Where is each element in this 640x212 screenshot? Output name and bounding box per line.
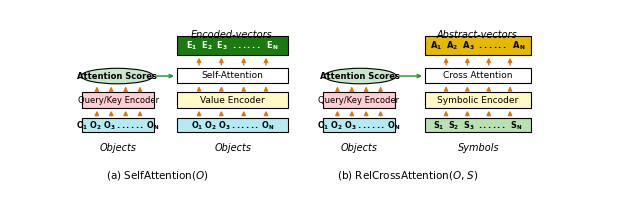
- FancyBboxPatch shape: [425, 119, 531, 132]
- Text: Self-Attention: Self-Attention: [202, 71, 264, 80]
- FancyBboxPatch shape: [323, 92, 395, 108]
- FancyBboxPatch shape: [425, 92, 531, 108]
- Text: $\mathbf{E_1}$  $\mathbf{E_2}$  $\mathbf{E_3}$  $\mathbf{......}$  $\mathbf{E_N}: $\mathbf{E_1}$ $\mathbf{E_2}$ $\mathbf{E…: [186, 39, 279, 52]
- Text: Query/Key Encoder: Query/Key Encoder: [319, 96, 399, 105]
- FancyBboxPatch shape: [177, 119, 289, 132]
- FancyBboxPatch shape: [177, 68, 289, 83]
- Text: $\mathbf{O_1}$ $\mathbf{O_2}$ $\mathbf{O_3}$ $\mathbf{......}$ $\mathbf{O_N}$: $\mathbf{O_1}$ $\mathbf{O_2}$ $\mathbf{O…: [191, 119, 275, 132]
- Text: Symbolic Encoder: Symbolic Encoder: [437, 96, 518, 105]
- Text: $\mathbf{O_1}$ $\mathbf{O_2}$ $\mathbf{O_3}$ $\mathbf{......}$ $\mathbf{O_N}$: $\mathbf{O_1}$ $\mathbf{O_2}$ $\mathbf{O…: [317, 119, 401, 132]
- Text: Objects: Objects: [100, 143, 137, 153]
- Text: Value Encoder: Value Encoder: [200, 96, 265, 105]
- Text: Attention Scores: Attention Scores: [77, 71, 157, 81]
- FancyBboxPatch shape: [425, 68, 531, 83]
- FancyBboxPatch shape: [83, 119, 154, 132]
- FancyBboxPatch shape: [177, 36, 289, 55]
- Text: Encoded-vectors: Encoded-vectors: [191, 30, 272, 40]
- FancyBboxPatch shape: [425, 36, 531, 55]
- Text: (b) RelCrossAttention($O$, $S$): (b) RelCrossAttention($O$, $S$): [337, 169, 478, 182]
- Text: Attention Scores: Attention Scores: [320, 71, 400, 81]
- FancyBboxPatch shape: [83, 92, 154, 108]
- Text: Objects: Objects: [214, 143, 252, 153]
- Text: Abstract-vectors: Abstract-vectors: [436, 30, 517, 40]
- FancyBboxPatch shape: [177, 92, 289, 108]
- Text: Query/Key Encoder: Query/Key Encoder: [78, 96, 159, 105]
- Text: $\mathbf{A_1}$  $\mathbf{A_2}$  $\mathbf{A_3}$  $\mathbf{......}$  $\mathbf{A_N}: $\mathbf{A_1}$ $\mathbf{A_2}$ $\mathbf{A…: [430, 39, 526, 52]
- Text: Symbols: Symbols: [458, 143, 499, 153]
- Text: $\mathbf{S_1}$  $\mathbf{S_2}$  $\mathbf{S_3}$  $\mathbf{......}$  $\mathbf{S_N}: $\mathbf{S_1}$ $\mathbf{S_2}$ $\mathbf{S…: [433, 119, 523, 132]
- Text: $\mathbf{O_1}$ $\mathbf{O_2}$ $\mathbf{O_3}$ $\mathbf{......}$ $\mathbf{O_N}$: $\mathbf{O_1}$ $\mathbf{O_2}$ $\mathbf{O…: [77, 119, 161, 132]
- Text: Cross Attention: Cross Attention: [444, 71, 513, 80]
- Ellipse shape: [81, 68, 153, 84]
- Text: (a) SelfAttention($O$): (a) SelfAttention($O$): [106, 169, 208, 182]
- FancyBboxPatch shape: [323, 119, 395, 132]
- Text: Objects: Objects: [340, 143, 378, 153]
- Ellipse shape: [324, 68, 396, 84]
